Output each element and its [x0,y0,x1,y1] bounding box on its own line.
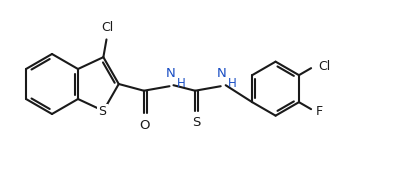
Text: Cl: Cl [317,60,330,73]
Text: N: N [216,67,226,80]
Text: S: S [98,105,106,118]
Text: S: S [192,116,200,129]
Text: N: N [165,67,175,80]
Text: O: O [139,119,150,132]
Text: H: H [176,77,185,90]
Text: H: H [227,77,236,90]
Text: Cl: Cl [101,21,113,34]
Text: F: F [315,105,323,118]
